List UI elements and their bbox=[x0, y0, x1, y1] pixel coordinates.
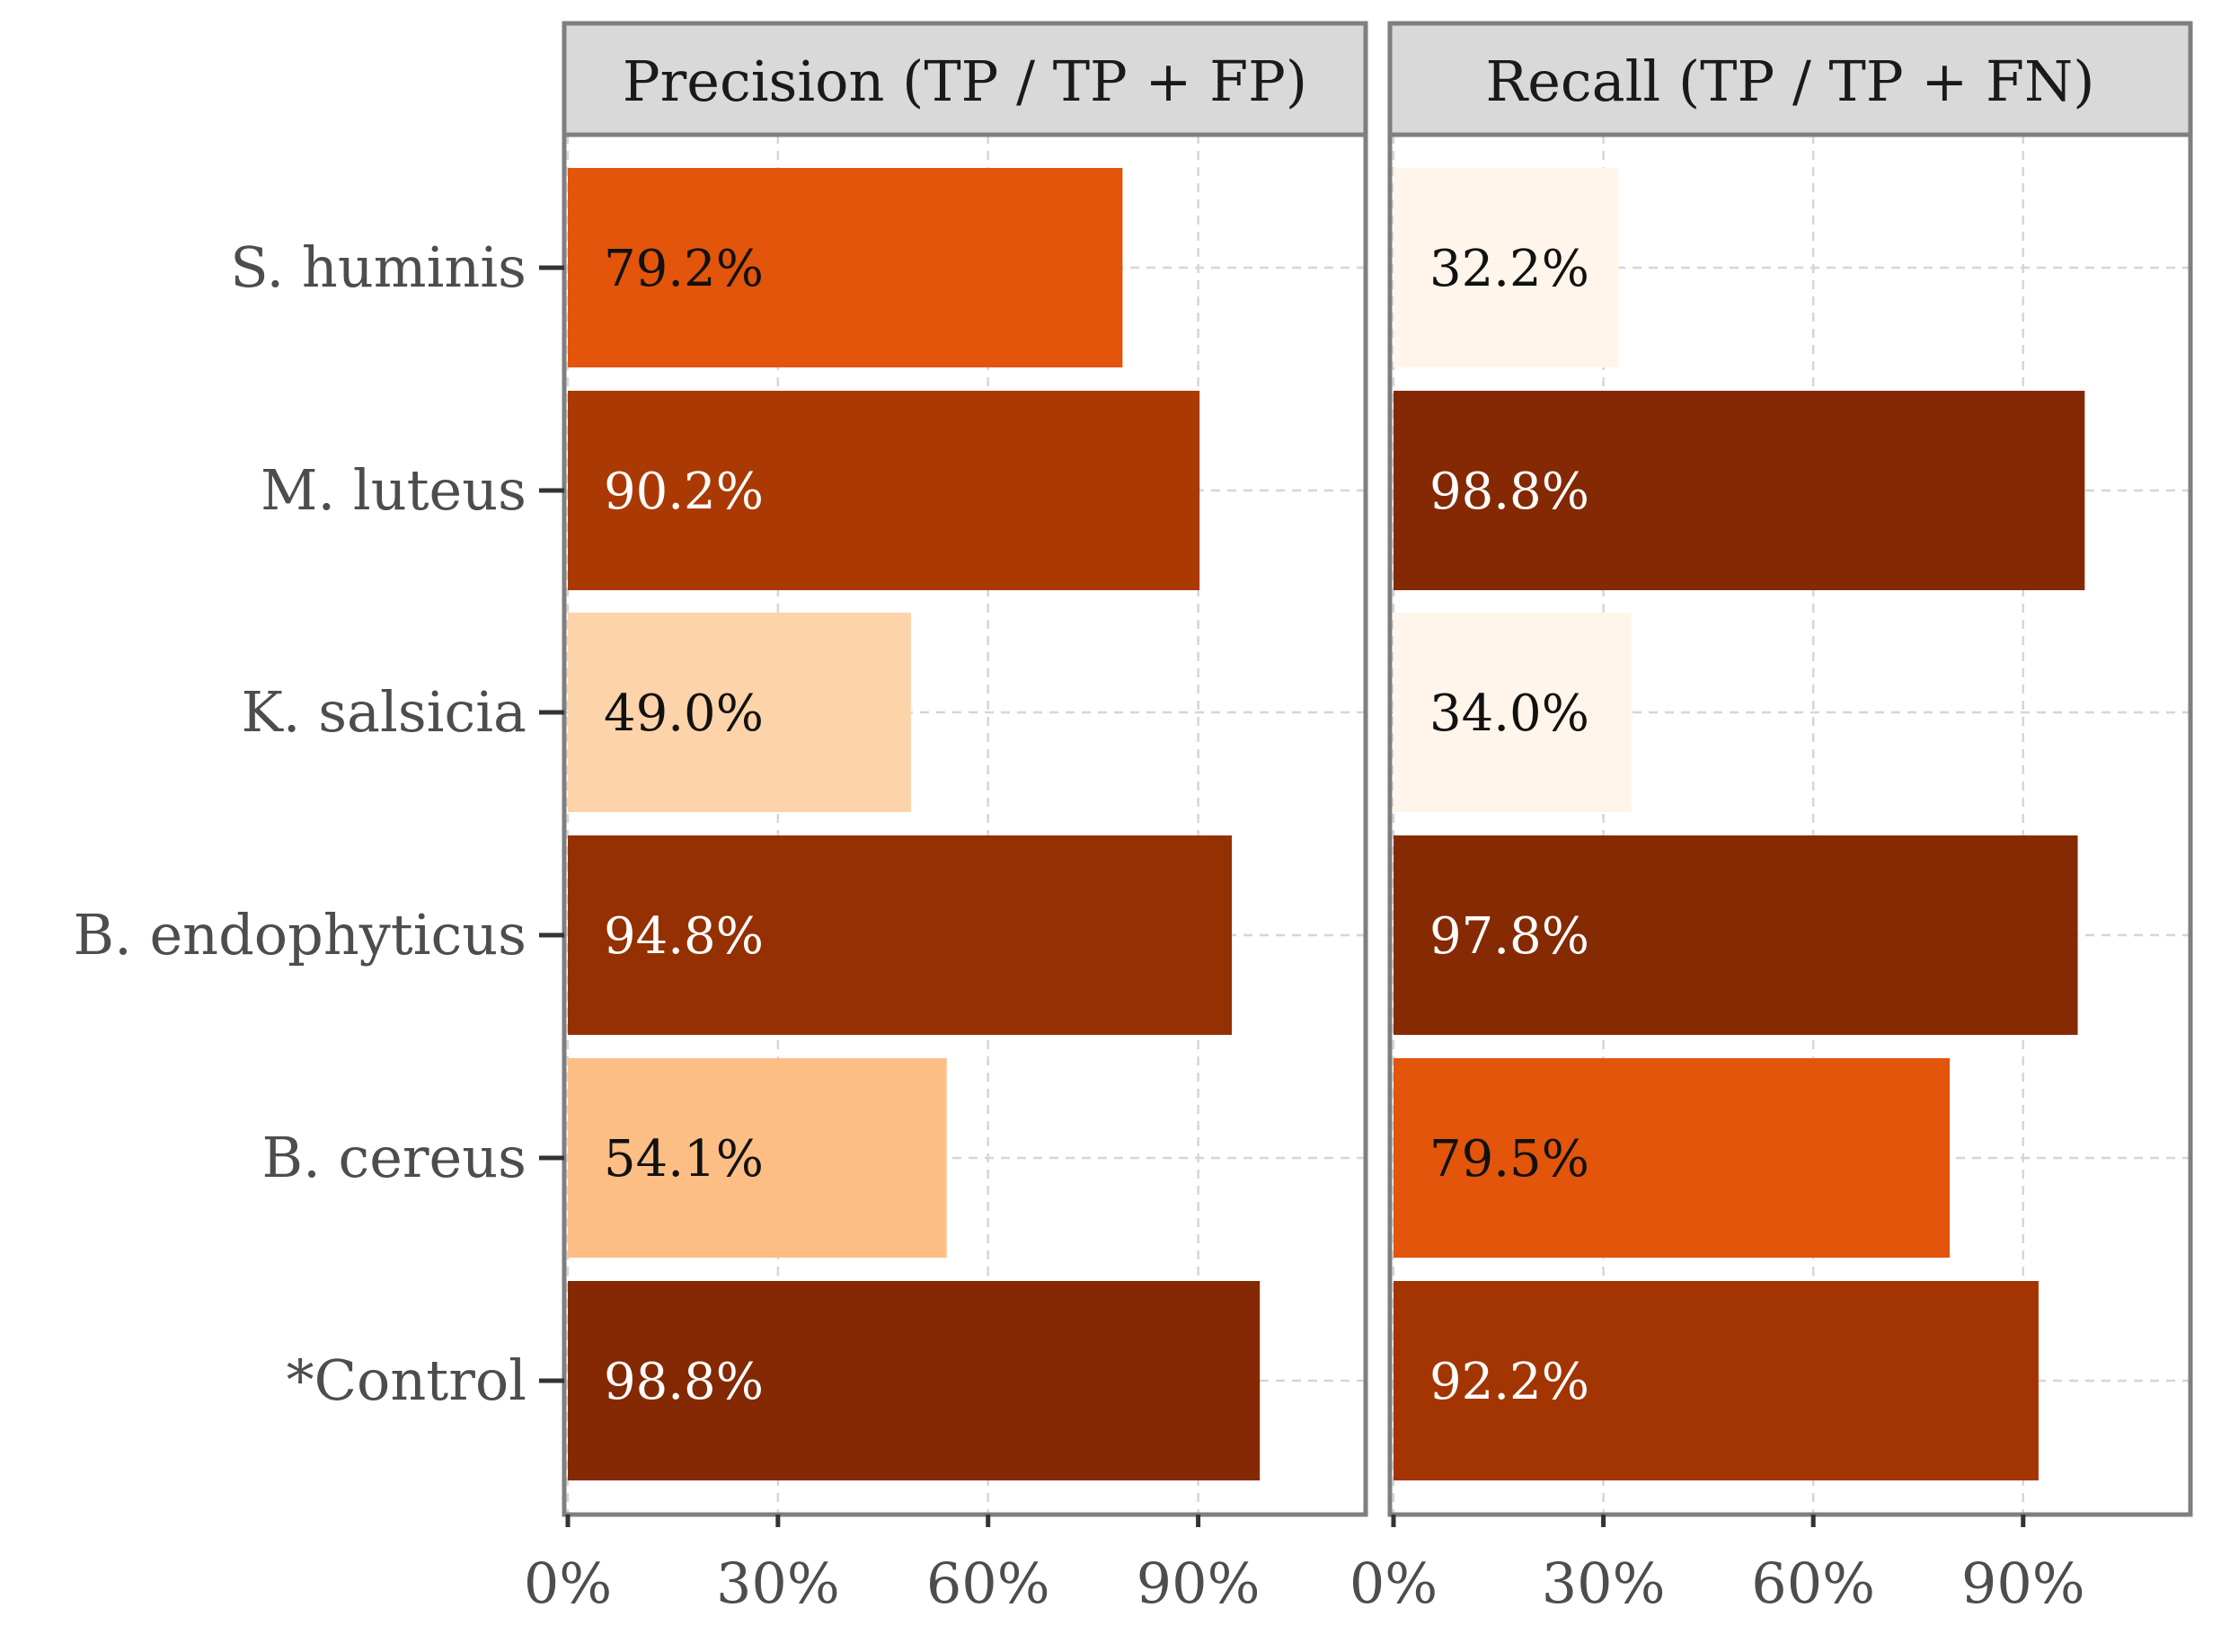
bar-value-label: 54.1% bbox=[604, 1130, 764, 1188]
x-tick-label: 30% bbox=[716, 1550, 840, 1616]
y-tick-label: S. huminis bbox=[230, 234, 526, 300]
bar bbox=[1394, 835, 2078, 1035]
bar bbox=[1394, 391, 2085, 590]
bar bbox=[568, 835, 1233, 1035]
y-axis: S. huminis M. luteus K. salsicia B. endophy… bbox=[74, 234, 564, 1413]
panel-border bbox=[562, 132, 1368, 1517]
x-tick-label: 60% bbox=[1751, 1550, 1875, 1616]
bar-value-label: 79.5% bbox=[1429, 1130, 1589, 1188]
bar-value-label: 90.2% bbox=[604, 463, 764, 521]
x-tick-label: 60% bbox=[926, 1550, 1050, 1616]
bar-value-label: 79.2% bbox=[604, 240, 764, 298]
facet-title: Recall (TP / TP + FN) bbox=[1486, 49, 2095, 114]
bar-value-label: 49.0% bbox=[604, 685, 764, 743]
y-tick-label: B. endophyticus bbox=[74, 902, 526, 967]
x-tick-label: 30% bbox=[1542, 1550, 1666, 1616]
bar bbox=[1394, 613, 1632, 812]
bar bbox=[568, 391, 1200, 590]
x-tick-label: 90% bbox=[1137, 1550, 1261, 1616]
bar bbox=[1394, 1281, 2039, 1480]
bar-value-label: 92.2% bbox=[1429, 1353, 1589, 1411]
panel-recall: Recall (TP / TP + FN) 32.2% 98.8% 34.0% 97.8… bbox=[1349, 21, 2193, 1616]
facet-title: Precision (TP / TP + FP) bbox=[623, 49, 1307, 114]
facet-strip bbox=[1387, 21, 2193, 137]
y-tick-label: M. luteus bbox=[261, 457, 526, 523]
bar bbox=[1394, 168, 1619, 367]
y-tick-label: K. salsicia bbox=[241, 679, 526, 745]
bar-value-label: 98.8% bbox=[604, 1353, 764, 1411]
x-tick-label: 0% bbox=[524, 1550, 612, 1616]
bar bbox=[568, 168, 1123, 367]
y-tick-label: B. cereus bbox=[262, 1125, 526, 1190]
bar-value-label: 94.8% bbox=[604, 907, 764, 966]
bar bbox=[1394, 1058, 1951, 1258]
x-tick-label: 0% bbox=[1349, 1550, 1438, 1616]
bar-value-label: 34.0% bbox=[1429, 685, 1589, 743]
bar bbox=[568, 1058, 947, 1258]
facet-strip bbox=[562, 21, 1368, 137]
bar bbox=[568, 613, 911, 812]
y-tick-label: *Control bbox=[287, 1347, 526, 1413]
bar-value-label: 32.2% bbox=[1429, 240, 1589, 298]
bar bbox=[568, 1281, 1261, 1480]
bar-value-label: 98.8% bbox=[1429, 463, 1589, 521]
bar-value-label: 97.8% bbox=[1429, 907, 1589, 966]
panel-border bbox=[1387, 132, 2193, 1517]
x-tick-label: 90% bbox=[1961, 1550, 2085, 1616]
panel-precision: Precision (TP / TP + FP) 79.2% 90.2% 49.0% 9… bbox=[524, 21, 1368, 1616]
